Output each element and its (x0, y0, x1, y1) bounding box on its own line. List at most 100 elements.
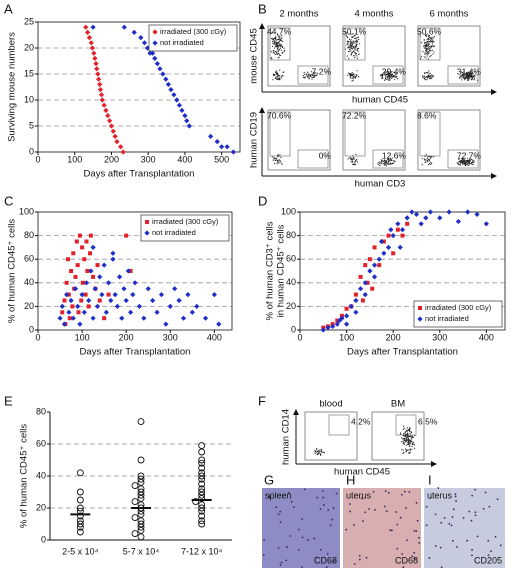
event-dot (275, 39, 278, 41)
event-dot (273, 158, 275, 160)
event-dot (461, 74, 463, 76)
event-dot (404, 448, 407, 450)
event-dot (351, 51, 353, 53)
stain-dot (332, 507, 335, 509)
stain-dot (325, 566, 328, 568)
event-dot (423, 56, 425, 58)
y-tick-label: 20 (24, 42, 34, 52)
event-dot (461, 71, 464, 74)
event-dot (355, 41, 357, 43)
event-dot (427, 58, 429, 60)
event-dot (457, 163, 459, 165)
gate-percent: 12.6% (382, 150, 407, 160)
event-dot (410, 440, 412, 442)
x-axis-label: human CD3 (355, 179, 406, 190)
x-tick-label: 300 (163, 332, 178, 342)
point (353, 292, 358, 297)
event-dot (471, 159, 474, 161)
event-dot (392, 162, 395, 164)
event-dot (277, 52, 279, 55)
event-dot (388, 72, 390, 75)
event-dot (423, 75, 425, 77)
event-dot (426, 39, 428, 41)
event-dot (425, 45, 427, 47)
event-dot (409, 449, 411, 451)
gate-percent: 29.4% (382, 66, 407, 76)
event-dot (429, 72, 431, 74)
point (83, 24, 89, 30)
event-dot (402, 442, 404, 444)
event-dot (385, 165, 387, 167)
event-dot (407, 443, 410, 446)
stain-dot (349, 503, 351, 505)
event-dot (433, 45, 436, 47)
event-dot (405, 439, 407, 441)
point (465, 209, 471, 215)
event-dot (407, 438, 410, 440)
event-dot (354, 37, 356, 40)
point (395, 227, 400, 232)
point (84, 239, 89, 244)
event-dot (384, 73, 386, 75)
event-dot (470, 159, 472, 161)
event-dot (407, 432, 409, 434)
event-dot (404, 432, 406, 434)
event-dot (409, 431, 411, 433)
event-dot (277, 42, 279, 44)
event-dot (468, 159, 471, 161)
event-dot (464, 77, 466, 80)
event-dot (401, 441, 403, 443)
point (400, 233, 405, 238)
point (77, 321, 83, 327)
event-dot (348, 45, 350, 47)
event-dot (270, 57, 272, 59)
point (65, 257, 70, 262)
event-dot (391, 163, 393, 165)
event-dot (476, 74, 478, 76)
event-dot (275, 50, 277, 53)
stain-dot (349, 510, 352, 513)
event-dot (276, 72, 279, 74)
point (82, 257, 87, 262)
x-tick-label: 0 (35, 332, 40, 342)
point (158, 292, 165, 298)
panel-letter: G (264, 472, 274, 487)
event-dot (407, 436, 409, 438)
point (74, 239, 79, 244)
event-dot (352, 36, 354, 39)
panel-letter: B (258, 1, 267, 16)
stain-dot (322, 504, 325, 506)
event-dot (404, 440, 407, 443)
event-dot (385, 162, 387, 164)
event-dot (355, 47, 357, 49)
point (418, 221, 424, 227)
event-dot (275, 44, 277, 46)
event-dot (352, 157, 354, 159)
stain-dot (263, 538, 265, 541)
event-dot (468, 72, 470, 75)
event-dot (464, 79, 466, 81)
stain-dot (488, 505, 491, 508)
panel-letter: C (4, 193, 13, 208)
event-dot (429, 157, 431, 159)
point (348, 303, 354, 309)
point (108, 123, 115, 129)
event-dot (471, 75, 473, 77)
event-dot (278, 53, 280, 55)
stain-dot (413, 529, 416, 532)
event-dot (276, 157, 278, 160)
event-dot (429, 40, 432, 42)
event-dot (351, 36, 353, 38)
point (165, 81, 171, 87)
stain-dot (289, 535, 292, 537)
event-dot (271, 38, 273, 40)
event-dot (356, 55, 358, 57)
event-dot (355, 77, 357, 79)
event-dot (424, 53, 426, 55)
event-dot (472, 73, 474, 75)
x-axis-label: Days after Transplantation (84, 169, 195, 180)
event-dot (381, 161, 383, 163)
event-dot (354, 45, 356, 47)
event-dot (424, 159, 426, 161)
x-tick-label: 200 (119, 332, 134, 342)
